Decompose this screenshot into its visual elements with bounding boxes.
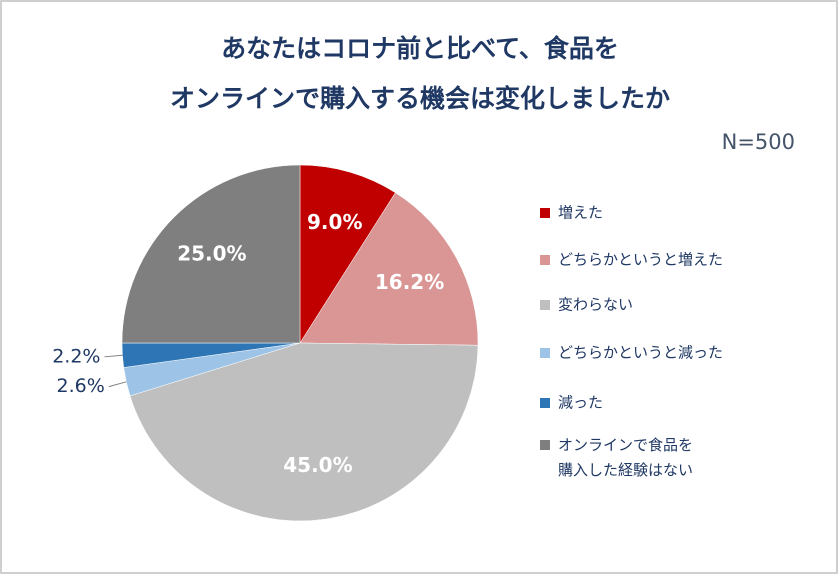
leader-line (104, 354, 123, 358)
pie-slice (299, 164, 396, 344)
data-label: 16.2% (375, 270, 444, 294)
pie-slice (299, 192, 479, 346)
legend-label: 増えた (558, 204, 603, 222)
legend-swatch (540, 300, 550, 310)
legend-swatch (540, 348, 550, 358)
legend-swatch (540, 440, 550, 450)
legend-swatch (540, 398, 550, 408)
legend-swatch (540, 208, 550, 218)
chart-title: あなたはコロナ前と比べて、食品を (221, 34, 619, 63)
legend-swatch (540, 255, 550, 265)
data-label: 9.0% (307, 210, 362, 234)
data-label: 2.6% (57, 375, 105, 397)
data-label: 2.2% (52, 345, 100, 367)
legend-label: 変わらない (558, 296, 633, 314)
subtitle: N=500 (722, 130, 795, 154)
legend-label: 減った (558, 394, 603, 412)
legend-label: どちらかというと増えた (558, 251, 723, 269)
leader-line (108, 381, 127, 388)
legend-label: どちらかというと減った (558, 344, 723, 362)
legend-label: オンラインで食品を購入した経験はない (558, 436, 693, 479)
chart-title: オンラインで購入する機会は変化しましたか (170, 84, 670, 113)
pie-slice (129, 342, 479, 522)
data-label: 25.0% (177, 241, 246, 265)
pie-slice (121, 164, 301, 344)
data-label: 45.0% (283, 453, 352, 477)
